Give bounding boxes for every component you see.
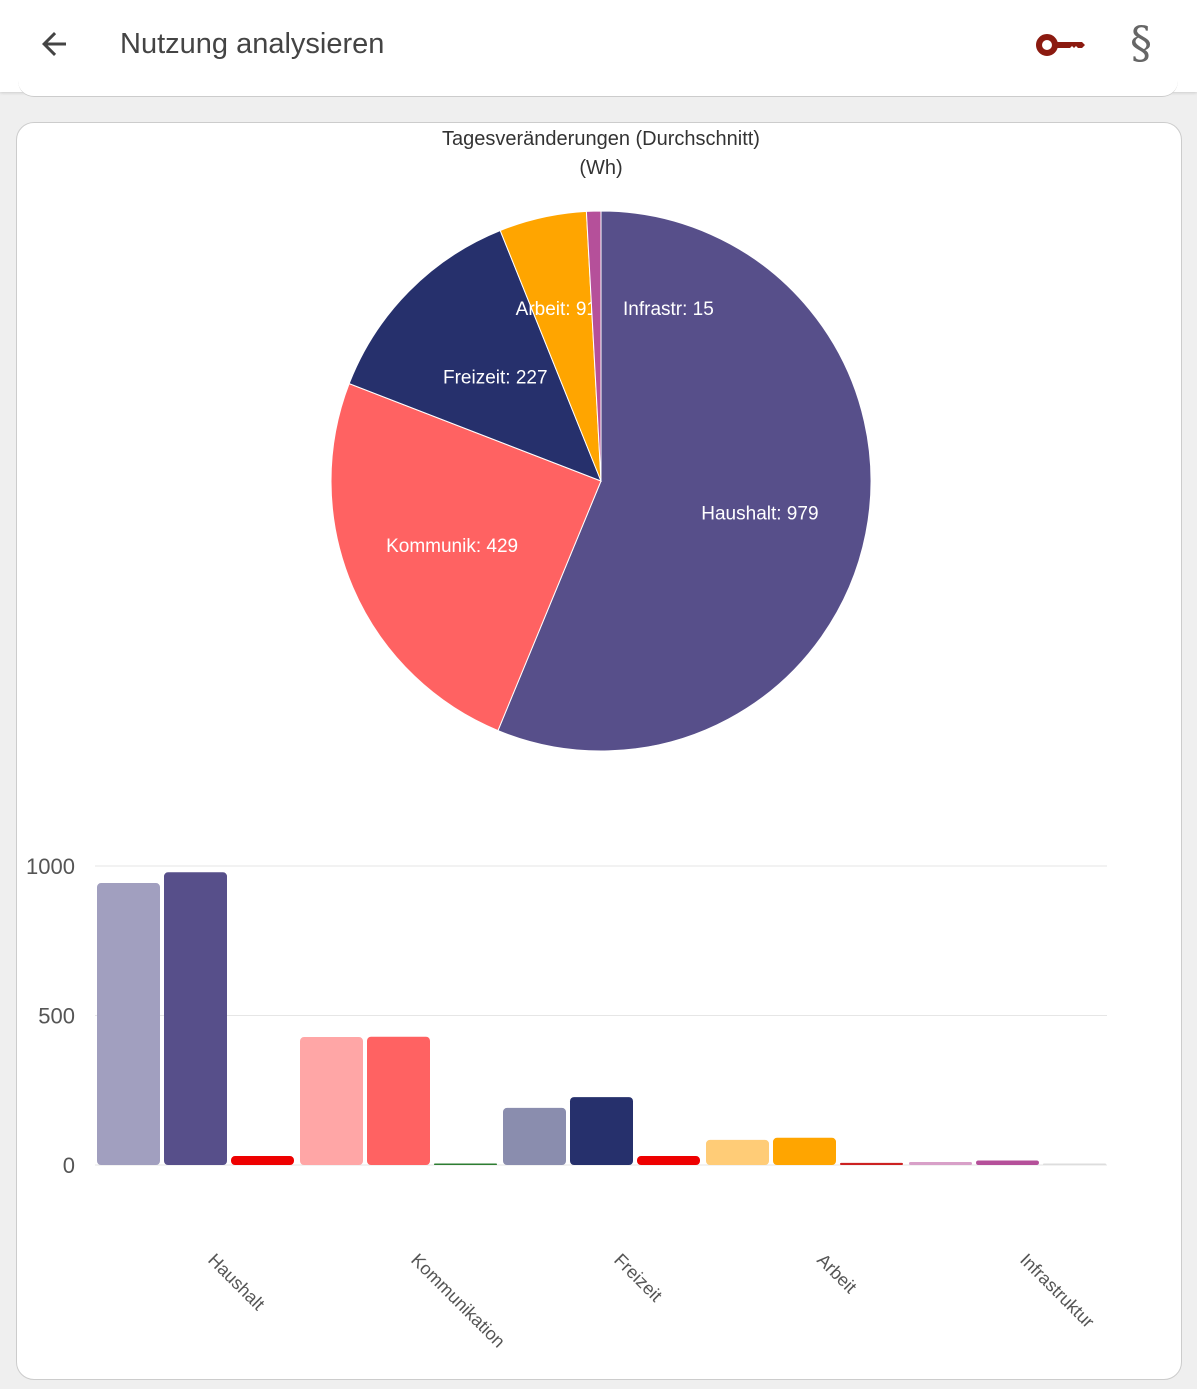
pie-label-haushalt: Haushalt: 979	[701, 504, 818, 525]
pie-label-arbeit: Arbeit: 91	[516, 299, 597, 320]
pie-slice-haushalt[interactable]	[497, 210, 872, 752]
pie-slice-freizeit[interactable]	[348, 229, 602, 482]
bar-haushalt-a[interactable]	[97, 883, 160, 1165]
bar-kommunikation-c[interactable]	[434, 1163, 497, 1166]
x-tick-label: Arbeit	[813, 1250, 860, 1297]
pie-label-infrastr: Infrastr: 15	[623, 299, 714, 320]
x-tick-label: Infrastruktur	[1016, 1250, 1098, 1332]
bar-freizeit-c[interactable]	[637, 1156, 700, 1165]
bar-infrastruktur-a[interactable]	[909, 1162, 972, 1165]
bar-arbeit-b[interactable]	[773, 1137, 836, 1165]
x-tick-label: Haushalt	[204, 1250, 268, 1314]
pie-slice-kommunik[interactable]	[330, 382, 602, 732]
bar-freizeit-a[interactable]	[503, 1107, 566, 1165]
pie-label-freizeit: Freizeit: 227	[443, 368, 548, 389]
bar-kommunikation-b[interactable]	[367, 1036, 430, 1165]
y-tick-label: 1000	[26, 854, 75, 879]
bar-infrastruktur-c[interactable]	[1043, 1163, 1106, 1166]
back-arrow-icon[interactable]	[36, 26, 72, 62]
charts: Tagesveränderungen (Durchschnitt) (Wh) H…	[26, 128, 1107, 1352]
pie-label-kommunik: Kommunik: 429	[386, 536, 518, 557]
x-tick-label: Kommunikation	[407, 1250, 509, 1352]
bar-haushalt-c[interactable]	[231, 1156, 294, 1165]
app-bar: Nutzung analysieren §	[0, 0, 1197, 92]
bar-kommunikation-a[interactable]	[300, 1037, 363, 1165]
key-icon[interactable]	[1036, 30, 1086, 60]
bar-freizeit-b[interactable]	[570, 1097, 633, 1165]
pie-subtitle: (Wh)	[579, 157, 622, 179]
y-tick-label: 0	[63, 1153, 75, 1178]
collapsed-card	[18, 78, 1178, 97]
x-tick-label: Freizeit	[610, 1250, 666, 1306]
bar-arbeit-a[interactable]	[706, 1139, 769, 1165]
page-title: Nutzung analysieren	[120, 28, 385, 60]
bar-infrastruktur-b[interactable]	[976, 1160, 1039, 1165]
bar-arbeit-c[interactable]	[840, 1162, 903, 1165]
pie-title: Tagesveränderungen (Durchschnitt)	[442, 128, 760, 150]
pie-slice-infrastr[interactable]	[585, 210, 602, 482]
bar-haushalt-b[interactable]	[164, 872, 227, 1165]
legal-paragraph-icon[interactable]: §	[1130, 18, 1152, 69]
y-tick-label: 500	[38, 1004, 75, 1029]
chart-card: Tagesveränderungen (Durchschnitt) (Wh) H…	[16, 122, 1182, 1380]
